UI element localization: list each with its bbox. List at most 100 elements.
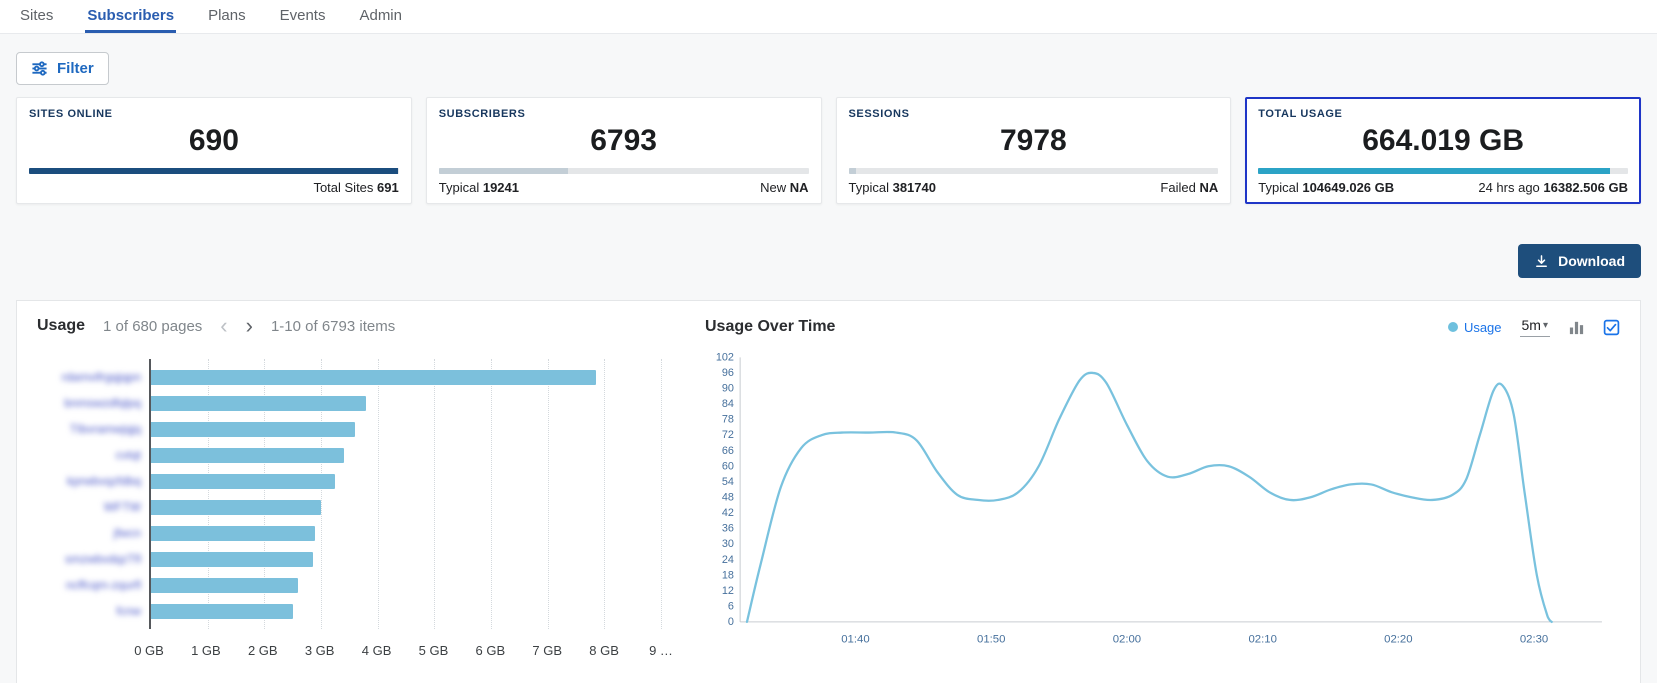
svg-text:0: 0: [728, 616, 734, 628]
usage-bar[interactable]: [151, 421, 355, 437]
bar-label-blurred[interactable]: ncffcqm-zqurfl: [65, 578, 141, 592]
tab-events[interactable]: Events: [279, 6, 326, 24]
gridline: [604, 359, 606, 629]
download-button[interactable]: Download: [1518, 244, 1641, 278]
tab-plans[interactable]: Plans: [208, 6, 246, 24]
bar-label-blurred[interactable]: WFTW: [103, 500, 141, 514]
card-sites-online[interactable]: SITES ONLINE 690 Total Sites 691: [16, 97, 412, 204]
line-chart-title: Usage Over Time: [705, 318, 836, 335]
bar-label-blurred[interactable]: jfwcn: [113, 526, 141, 540]
gridline: [321, 359, 322, 629]
gridline: [434, 359, 436, 629]
charts-panel: Usage 1 of 680 pages ‹ › 1-10 of 6793 it…: [16, 300, 1641, 683]
svg-text:02:10: 02:10: [1248, 634, 1276, 646]
bar-label-blurred[interactable]: TIbvramwjqjq: [69, 422, 141, 436]
usage-bar[interactable]: [151, 473, 336, 489]
download-button-label: Download: [1558, 253, 1625, 269]
svg-text:02:00: 02:00: [1113, 634, 1141, 646]
bar-x-axis-ticks: 0 GB 1 GB 2 GB 3 GB 4 GB 5 GB 6 GB 7 GB 8 GB 9 …: [134, 643, 673, 661]
card-footer-left: Typical 104649.026 GB: [1258, 180, 1395, 195]
gridline: [377, 359, 379, 629]
x-tick-label: 0 GB: [134, 643, 164, 658]
svg-text:24: 24: [722, 554, 734, 566]
filter-button[interactable]: Filter: [16, 52, 109, 85]
bar-row: TIbvramwjqjq: [70, 416, 661, 442]
bar-row: rdamvifrgqjqpn: [62, 364, 661, 390]
bar-chart-title: Usage: [37, 317, 86, 334]
usage-bar[interactable]: [151, 447, 344, 463]
x-tick-label: 4 GB: [361, 643, 392, 658]
svg-text:01:50: 01:50: [977, 634, 1005, 646]
bar-label-blurred[interactable]: bnmswzdfqlpq: [64, 396, 141, 410]
svg-text:84: 84: [722, 398, 734, 410]
card-footer-right: 24 hrs ago 16382.506 GB: [1478, 180, 1628, 195]
usage-bar[interactable]: [151, 369, 596, 385]
card-value: 6793: [590, 124, 657, 157]
usage-bar-chart-section: Usage 1 of 680 pages ‹ › 1-10 of 6793 it…: [37, 313, 677, 681]
usage-bar[interactable]: [151, 525, 316, 541]
bar-label-blurred[interactable]: kprwbvqzfdbq: [66, 474, 141, 488]
interval-value: 5m: [1521, 317, 1541, 333]
x-tick-label: 3 GB: [304, 643, 335, 658]
chevron-down-icon: ▾: [1542, 319, 1548, 331]
chart-type-bar-icon[interactable]: [1568, 319, 1585, 336]
x-tick-label: 6 GB: [475, 643, 506, 658]
bar-chart-area: rdamvifrgqjqpn bnmswzdfqlpq TIbvramwjqjq cv…: [37, 359, 677, 661]
card-subscribers[interactable]: SUBSCRIBERS 6793 Typical 19241 New NA: [425, 97, 822, 204]
svg-text:54: 54: [722, 476, 734, 488]
tune-icon: [31, 60, 48, 77]
tab-admin[interactable]: Admin: [359, 6, 402, 24]
card-progress-track: [1258, 168, 1628, 174]
svg-text:72: 72: [722, 429, 734, 441]
pagination-items: 1-10 of 6793 items: [270, 317, 396, 335]
stat-cards-row: SITES ONLINE 690 Total Sites 691 SUBSCRI…: [0, 89, 1657, 204]
gridline: [491, 359, 492, 629]
card-progress-track: [848, 168, 1219, 174]
card-footer-left: Typical 381740: [848, 180, 936, 195]
x-tick-label: 1 GB: [191, 643, 221, 658]
card-value: 690: [188, 124, 239, 157]
usage-bar[interactable]: [151, 499, 321, 515]
bar-row: WFTW: [104, 494, 661, 520]
next-page-chevron-icon[interactable]: ›: [245, 313, 253, 338]
usage-bar[interactable]: [151, 551, 313, 567]
tab-subscribers[interactable]: Subscribers: [85, 0, 177, 33]
svg-text:02:20: 02:20: [1384, 634, 1412, 646]
legend-label: Usage: [1463, 319, 1502, 335]
x-tick-label: 2 GB: [247, 643, 278, 658]
card-progress-track: [29, 168, 399, 174]
bar-row: bnmswzdfqlpq: [64, 390, 661, 416]
prev-page-chevron-icon[interactable]: ‹: [220, 313, 228, 338]
bar-label-blurred[interactable]: rdamvifrgqjqpn: [61, 370, 141, 384]
card-progress-fill: [438, 168, 569, 174]
filter-row: Filter: [0, 34, 1657, 89]
svg-text:30: 30: [722, 538, 734, 550]
bar-label-blurred[interactable]: fcnw: [116, 604, 141, 618]
svg-text:12: 12: [722, 585, 734, 597]
usage-over-time-section: Usage Over Time Usage 5m ▾: [677, 317, 1620, 681]
usage-over-time-chart[interactable]: 0 6 12 18 24 30 36 42 48 54 60 66 72 78 84 90 96 102 01:40…: [705, 347, 1620, 657]
svg-text:78: 78: [722, 414, 734, 426]
bar-label-blurred[interactable]: smzwbvdqzTfl: [64, 552, 141, 566]
card-value: 664.019 GB: [1362, 124, 1525, 157]
checkbox-checked-icon[interactable]: [1603, 319, 1620, 336]
card-progress-fill: [29, 168, 399, 174]
x-tick-label: 5 GB: [418, 643, 449, 658]
x-tick-label: 7 GB: [532, 643, 563, 658]
svg-text:02:30: 02:30: [1520, 634, 1548, 646]
usage-bar[interactable]: [151, 603, 293, 619]
svg-text:42: 42: [722, 507, 734, 519]
legend-item-usage[interactable]: Usage: [1447, 319, 1502, 335]
card-total-usage[interactable]: TOTAL USAGE 664.019 GB Typical 104649.02…: [1245, 97, 1641, 204]
interval-select[interactable]: 5m ▾: [1519, 317, 1550, 337]
gridline: [264, 359, 266, 629]
usage-bar[interactable]: [151, 395, 367, 411]
tab-sites[interactable]: Sites: [20, 6, 54, 24]
card-footer-right: Failed NA: [1160, 180, 1219, 195]
svg-text:96: 96: [722, 367, 734, 379]
top-nav: Sites Subscribers Plans Events Admin: [0, 0, 1657, 34]
usage-bar[interactable]: [151, 577, 299, 593]
card-title: SUBSCRIBERS: [438, 108, 526, 120]
card-sessions[interactable]: SESSIONS 7978 Typical 381740 Failed NA: [835, 97, 1232, 204]
bar-label-blurred[interactable]: cvtqt: [115, 448, 141, 462]
